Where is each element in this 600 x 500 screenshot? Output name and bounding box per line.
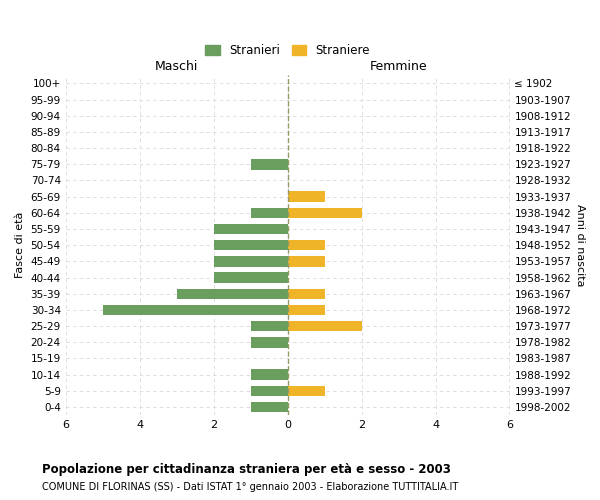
Bar (287, 321, 362, 332)
Bar (287, 192, 325, 202)
Bar (176, 288, 287, 299)
Bar (251, 159, 287, 170)
Bar (287, 208, 362, 218)
Bar (287, 288, 325, 299)
Y-axis label: Fasce di età: Fasce di età (15, 212, 25, 278)
Bar (214, 240, 287, 250)
Bar (214, 256, 287, 266)
Text: Maschi: Maschi (155, 60, 199, 73)
Bar (251, 402, 287, 412)
Bar (287, 256, 325, 266)
Bar (251, 386, 287, 396)
Text: Popolazione per cittadinanza straniera per età e sesso - 2003: Popolazione per cittadinanza straniera p… (42, 462, 451, 475)
Bar (103, 304, 287, 315)
Bar (287, 240, 325, 250)
Bar (287, 304, 325, 315)
Bar (251, 337, 287, 347)
Text: COMUNE DI FLORINAS (SS) - Dati ISTAT 1° gennaio 2003 - Elaborazione TUTTITALIA.I: COMUNE DI FLORINAS (SS) - Dati ISTAT 1° … (42, 482, 458, 492)
Y-axis label: Anni di nascita: Anni di nascita (575, 204, 585, 286)
Bar (214, 272, 287, 283)
Bar (251, 370, 287, 380)
Bar (214, 224, 287, 234)
Bar (251, 321, 287, 332)
Bar (287, 386, 325, 396)
Text: Femmine: Femmine (370, 60, 427, 73)
Legend: Stranieri, Straniere: Stranieri, Straniere (202, 40, 373, 60)
Bar (251, 208, 287, 218)
